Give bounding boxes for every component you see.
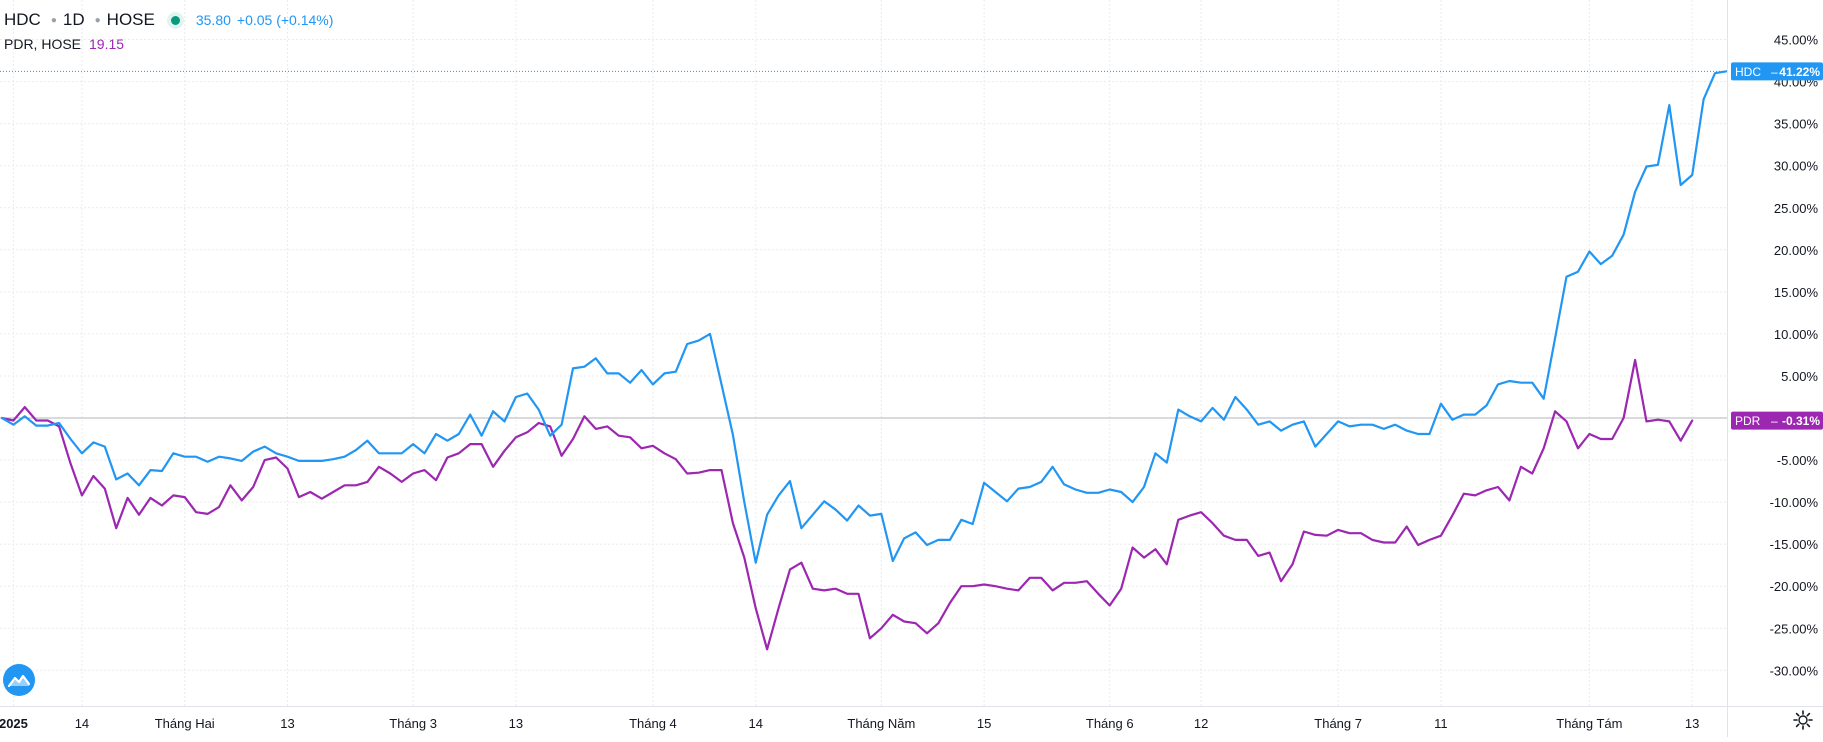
last-value-badge-pdr <box>1731 411 1823 430</box>
y-tick-label: 15.00% <box>1774 285 1819 300</box>
legend-hdc-price: 35.80 <box>195 12 231 28</box>
grid-layer <box>0 0 1727 706</box>
legend-hdc-exchange: HOSE <box>106 10 155 29</box>
legend-hdc-symbol: HDC <box>4 10 41 29</box>
label-layer: HDC 41.22%–PDR -0.31%– <box>1731 62 1823 430</box>
legend-pdr-label: PDR, HOSE <box>4 36 82 52</box>
y-tick-label: 30.00% <box>1774 159 1819 174</box>
logo-mountain-icon <box>8 674 30 687</box>
y-tick-label: 45.00% <box>1774 33 1819 48</box>
separator-dot-icon: ● <box>50 14 57 26</box>
x-tick-label: 13 <box>509 716 523 731</box>
y-tick-label: 25.00% <box>1774 201 1819 216</box>
legend-hdc-change: +0.05 (+0.14%) <box>236 12 334 28</box>
x-tick-label: Tháng 3 <box>389 716 437 731</box>
x-tick-label: 13 <box>280 716 294 731</box>
market-open-status-icon[interactable] <box>170 15 180 25</box>
x-tick-label: 15 <box>977 716 991 731</box>
y-tick-label: -25.00% <box>1770 621 1819 636</box>
legend-row-pdr[interactable]: PDR, HOSE 19.15 <box>4 32 333 56</box>
y-tick-label: -5.00% <box>1777 453 1819 468</box>
last-value-badge-value: -0.31% <box>1782 414 1820 428</box>
x-tick-label: Tháng 6 <box>1086 716 1134 731</box>
x-tick-label: Tháng 7 <box>1314 716 1362 731</box>
series-line-pdr[interactable] <box>0 358 1694 651</box>
y-tick-label: -30.00% <box>1770 663 1819 678</box>
y-tick-label: 35.00% <box>1774 117 1819 132</box>
x-tick-label: 2025 <box>0 716 28 731</box>
x-tick-label: 12 <box>1194 716 1208 731</box>
last-value-badge-value: 41.22% <box>1779 65 1820 79</box>
legend-row-hdc[interactable]: HDC ● 1D ● HOSE 35.80 +0.05 (+0.14%) <box>4 8 333 32</box>
x-tick-label: Tháng Năm <box>847 716 915 731</box>
x-tick-label: Tháng 4 <box>629 716 677 731</box>
y-tick-label: 10.00% <box>1774 327 1819 342</box>
x-tick-label: 14 <box>748 716 762 731</box>
x-tick-label: 11 <box>1434 716 1448 731</box>
chart-legend: HDC ● 1D ● HOSE 35.80 +0.05 (+0.14%) PDR… <box>4 8 333 56</box>
legend-pdr-price: 19.15 <box>89 36 125 52</box>
y-tick-label: 20.00% <box>1774 243 1819 258</box>
x-tick-label: 13 <box>1685 716 1699 731</box>
last-value-badge-name: PDR <box>1735 414 1761 428</box>
series-line-hdc[interactable] <box>0 70 1728 564</box>
y-tick-label: 5.00% <box>1781 369 1818 384</box>
y-tick-label: -20.00% <box>1770 579 1819 594</box>
legend-hdc-interval[interactable]: 1D <box>62 10 85 29</box>
x-tick-label: Tháng Tám <box>1556 716 1622 731</box>
x-tick-label: Tháng Hai <box>155 716 215 731</box>
last-value-badge-hdc <box>1731 62 1823 81</box>
last-value-badge-separator: – <box>1771 65 1778 79</box>
gear-icon[interactable] <box>1792 709 1814 731</box>
x-tick-label: 14 <box>75 716 89 731</box>
separator-dot-icon: ● <box>94 14 101 26</box>
y-tick-label: -15.00% <box>1770 537 1819 552</box>
tradingview-logo-icon[interactable] <box>3 664 35 696</box>
series-layer <box>0 70 1728 651</box>
last-value-badge-name: HDC <box>1735 65 1761 79</box>
last-value-badge-separator: – <box>1771 414 1778 428</box>
y-tick-label: -10.00% <box>1770 495 1819 510</box>
